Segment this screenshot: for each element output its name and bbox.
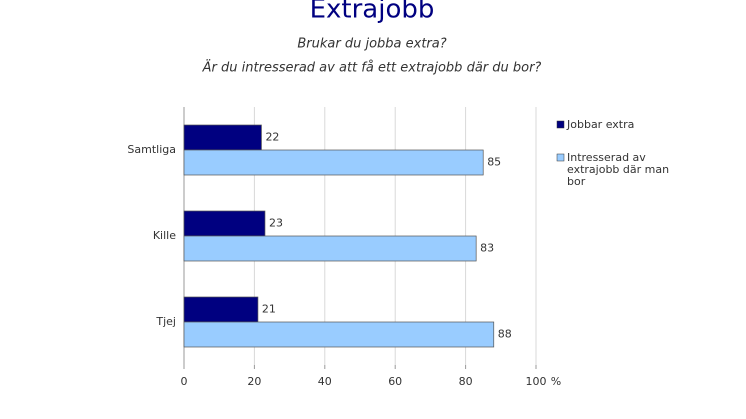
value-label: 88 (498, 328, 512, 341)
value-label: 85 (487, 156, 501, 169)
legend-swatch (556, 153, 565, 162)
x-axis-label: % (551, 375, 561, 388)
legend-swatch (556, 120, 565, 129)
legend-label: Jobbar extra (566, 118, 634, 131)
x-tick-label: 40 (318, 375, 332, 388)
bar (183, 124, 262, 151)
x-tick-label: 100 (526, 375, 547, 388)
y-tick-label: Kille (153, 229, 176, 242)
subtitle: Är du intresserad av att få ett extrajob… (202, 60, 542, 76)
x-tick-label: 0 (181, 375, 188, 388)
value-label: 22 (265, 131, 279, 144)
value-label: 23 (269, 217, 283, 230)
chart-title: Extrajobb (310, 0, 435, 25)
y-tick-label: Samtliga (127, 143, 176, 156)
bar (183, 210, 266, 237)
x-tick-label: 20 (247, 375, 261, 388)
bar (183, 235, 477, 262)
x-tick-label: 60 (388, 375, 402, 388)
legend-label: Intresserad av extrajobb där man bor (567, 151, 669, 188)
x-tick-label: 80 (459, 375, 473, 388)
bar (183, 149, 484, 176)
bar (183, 296, 259, 323)
value-label: 83 (480, 242, 494, 255)
subtitle: Brukar du jobba extra? (297, 37, 446, 52)
bar (183, 321, 495, 348)
value-label: 21 (262, 303, 276, 316)
y-tick-label: Tjej (155, 315, 176, 328)
